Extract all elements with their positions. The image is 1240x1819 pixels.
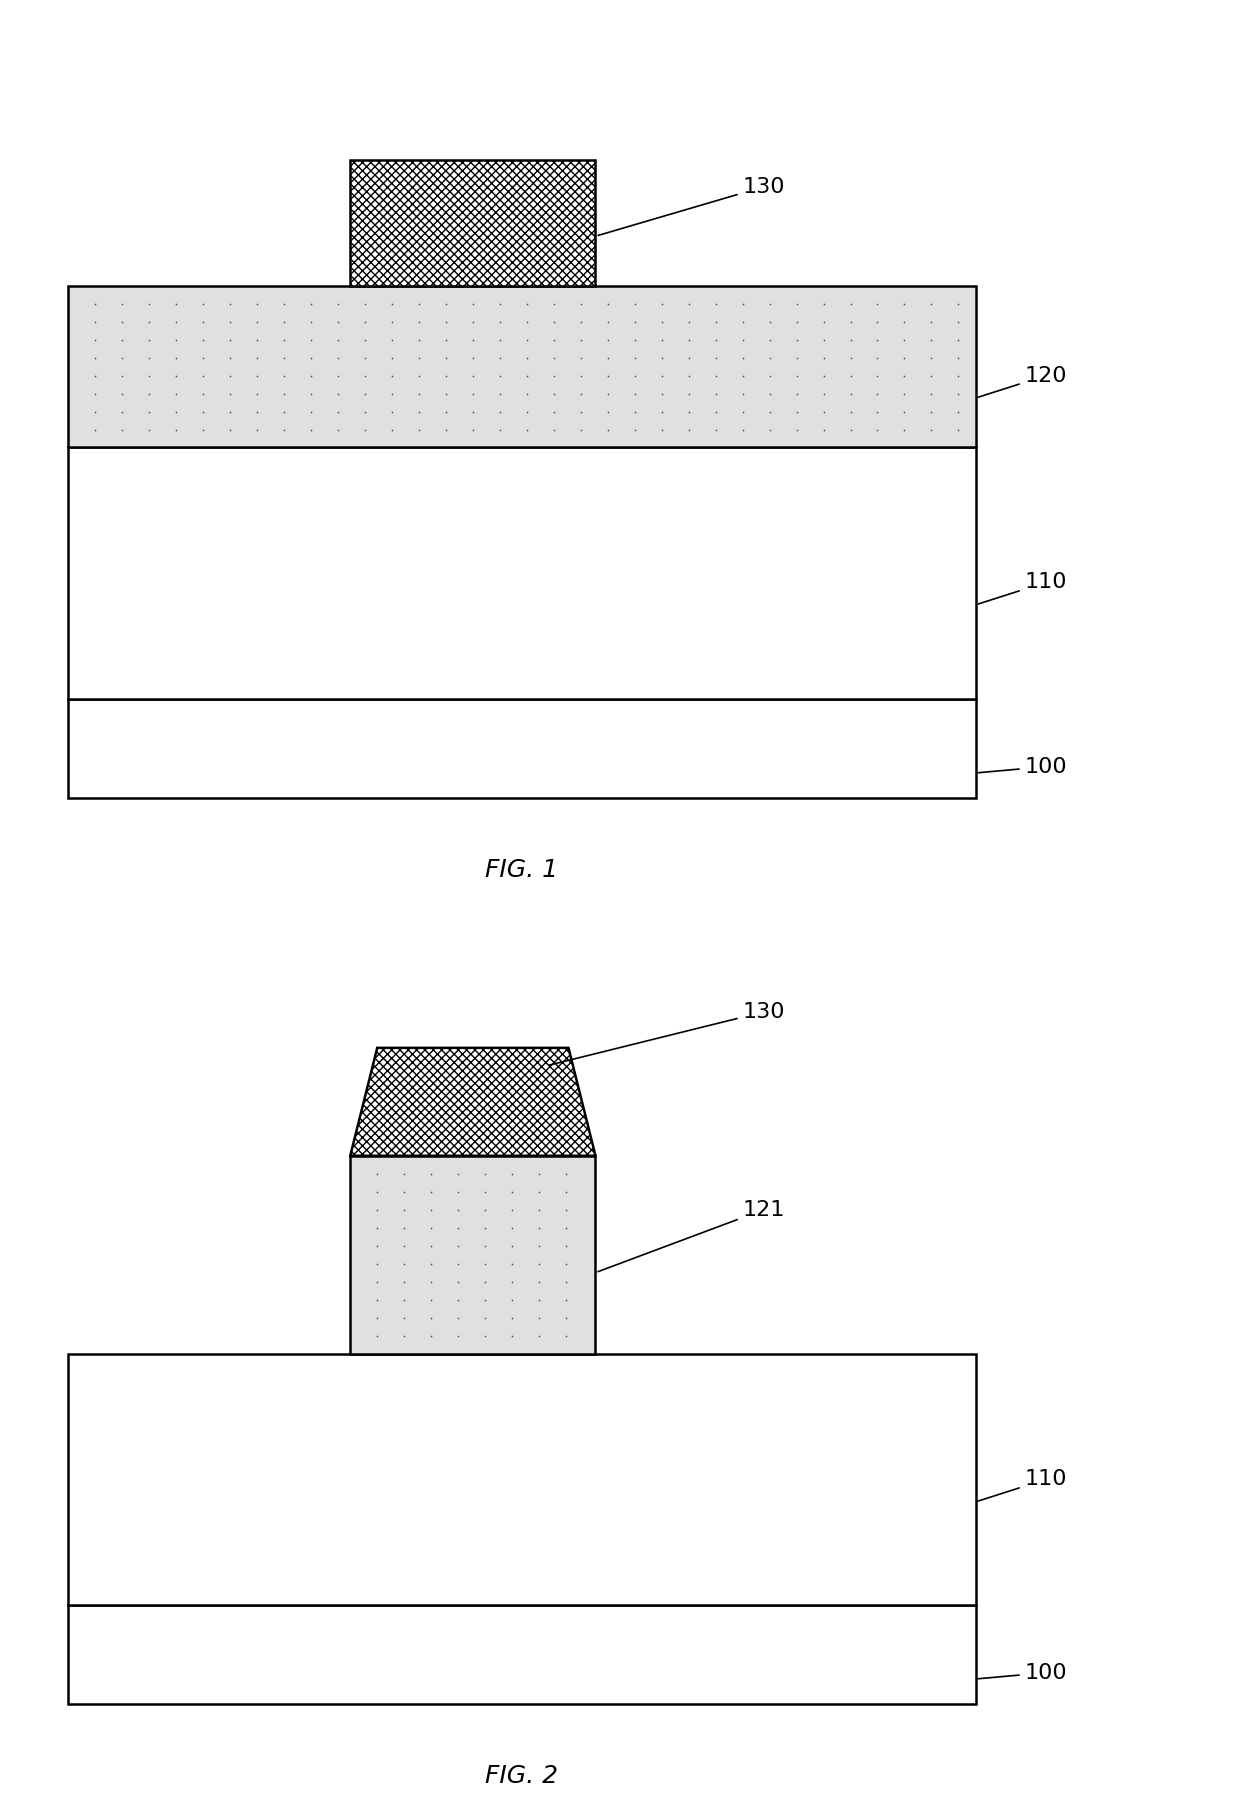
Polygon shape bbox=[350, 1048, 595, 1155]
Text: 120: 120 bbox=[978, 366, 1068, 397]
Bar bbox=[68, 1353, 976, 1604]
Bar bbox=[68, 1604, 976, 1704]
Bar bbox=[68, 286, 976, 447]
Text: FIG. 1: FIG. 1 bbox=[485, 859, 558, 882]
Text: 100: 100 bbox=[978, 757, 1068, 777]
Bar bbox=[68, 447, 976, 698]
Text: 110: 110 bbox=[978, 1470, 1068, 1501]
Text: 100: 100 bbox=[978, 1663, 1068, 1683]
Bar bbox=[68, 698, 976, 799]
Bar bbox=[350, 160, 595, 286]
Text: 130: 130 bbox=[549, 1002, 785, 1066]
Bar bbox=[350, 1155, 595, 1353]
Text: 130: 130 bbox=[598, 176, 785, 235]
Text: FIG. 2: FIG. 2 bbox=[485, 1764, 558, 1788]
Text: 110: 110 bbox=[978, 573, 1068, 604]
Text: 121: 121 bbox=[598, 1201, 785, 1271]
